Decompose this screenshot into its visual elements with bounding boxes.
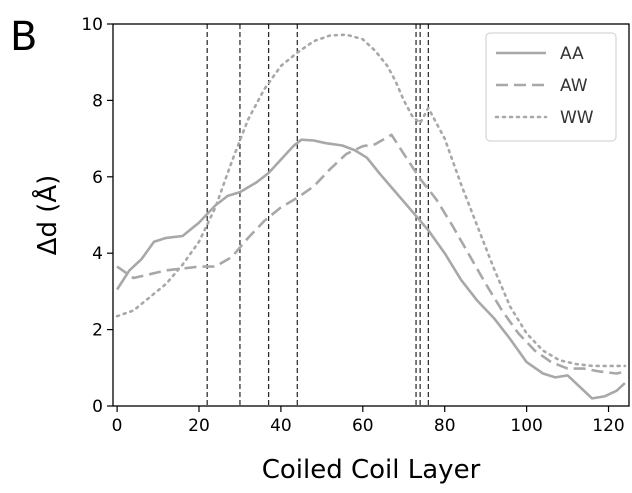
y-tick-label: 6 [92, 168, 103, 188]
x-tick-label: 60 [352, 416, 374, 436]
y-tick-label: 10 [81, 15, 103, 35]
x-tick-label: 40 [270, 416, 292, 436]
y-axis-label: Δd (Å) [31, 175, 63, 256]
series-ww-line [115, 33, 627, 368]
legend-box [485, 32, 617, 142]
plot-frame [112, 23, 630, 407]
legend-label-aa: AA [560, 44, 584, 64]
y-axis: 0 2 4 6 8 10 [81, 15, 113, 417]
series-aw-line [116, 133, 626, 375]
x-tick-label: 100 [510, 416, 542, 436]
reference-lines [206, 24, 429, 406]
x-tick-label: 80 [434, 416, 456, 436]
series-aa-line [116, 138, 626, 400]
x-tick-label: 120 [592, 416, 624, 436]
x-axis: 0 20 40 60 80 100 120 [112, 406, 625, 436]
legend: AA AW WW [485, 32, 617, 142]
legend-label-ww: WW [560, 108, 594, 128]
x-tick-label: 20 [188, 416, 210, 436]
series-lines [115, 33, 627, 400]
y-tick-label: 2 [92, 321, 103, 341]
x-axis-label: Coiled Coil Layer [262, 455, 481, 485]
legend-label-aw: AW [560, 76, 588, 96]
y-tick-label: 4 [92, 244, 103, 264]
y-tick-label: 8 [92, 91, 103, 111]
x-tick-label: 0 [112, 416, 123, 436]
y-tick-label: 0 [92, 397, 103, 417]
panel-label: B [10, 14, 37, 60]
